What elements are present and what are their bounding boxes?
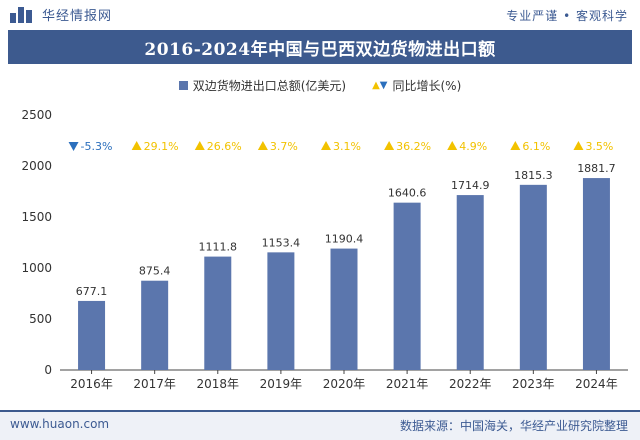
legend-swatch-bar-icon xyxy=(178,81,188,90)
bar xyxy=(78,300,106,370)
bar-chart: 0 500 1000 1500 2000 2500 677.1 2016年 -5.3% 875.4… xyxy=(21,108,628,391)
x-tick-label: 2022年 xyxy=(449,377,492,391)
logo-bars-icon xyxy=(10,6,36,23)
growth-up-arrow-icon xyxy=(384,141,395,150)
slogan: 专业严谨 • 客观科学 xyxy=(506,9,628,23)
growth-label: 26.6% xyxy=(207,140,242,153)
x-tick-label: 2017年 xyxy=(133,377,176,391)
growth-up-arrow-icon xyxy=(131,141,142,150)
legend-item-total: 双边货物进出口总额(亿美元) xyxy=(178,77,347,94)
footer-divider xyxy=(0,410,640,412)
bar-value-label: 1153.4 xyxy=(262,236,301,249)
bar-value-label: 1111.8 xyxy=(199,241,238,254)
legend-item-growth: ▲▼ 同比增长(%) xyxy=(372,77,461,94)
bar xyxy=(519,184,547,370)
chart-legend: 双边货物进出口总额(亿美元) ▲▼ 同比增长(%) xyxy=(0,77,640,94)
growth-up-arrow-icon xyxy=(321,141,331,150)
x-tick-label: 2023年 xyxy=(512,377,555,391)
y-tick-label: 2000 xyxy=(21,159,52,173)
growth-label: 3.1% xyxy=(333,140,361,153)
bar-value-label: 875.4 xyxy=(139,265,171,278)
x-tick-label: 2019年 xyxy=(260,377,303,391)
bar xyxy=(393,202,421,370)
logo-text: 华经情报网 xyxy=(42,9,113,24)
bar-value-label: 677.1 xyxy=(76,285,108,298)
growth-label: 36.2% xyxy=(396,140,431,153)
data-source: 数据来源：中国海关，华经产业研究院整理 xyxy=(399,419,628,433)
top-bar: 华经情报网 专业严谨 • 客观科学 xyxy=(0,0,640,28)
x-tick-label: 2016年 xyxy=(70,377,113,391)
growth-up-arrow-icon xyxy=(194,141,205,150)
bar-value-label: 1881.7 xyxy=(577,162,616,175)
legend-label-total: 双边货物进出口总额(亿美元) xyxy=(192,79,347,93)
bar-value-label: 1640.6 xyxy=(388,187,427,200)
legend-label-growth: 同比增长(%) xyxy=(392,79,462,93)
x-tick-label: 2021年 xyxy=(386,377,429,391)
bar-value-label: 1815.3 xyxy=(514,169,553,182)
growth-label: 3.5% xyxy=(585,140,613,153)
legend-up-down-arrow-icon: ▲▼ xyxy=(372,80,388,91)
growth-up-arrow-icon xyxy=(573,141,584,150)
bar xyxy=(330,248,358,370)
y-tick-label: 500 xyxy=(29,312,52,326)
bar xyxy=(582,178,610,370)
bar xyxy=(456,195,484,370)
x-tick-label: 2020年 xyxy=(323,377,366,391)
growth-label: 29.1% xyxy=(144,140,179,153)
bar-value-label: 1190.4 xyxy=(325,233,364,246)
growth-label: -5.3% xyxy=(81,140,113,153)
growth-label: 3.7% xyxy=(270,140,298,153)
y-tick-label: 1000 xyxy=(21,261,52,275)
growth-up-arrow-icon xyxy=(447,141,458,150)
bar xyxy=(267,252,295,370)
bar xyxy=(141,280,169,370)
growth-up-arrow-icon xyxy=(257,141,268,150)
title-bar: 2016-2024年中国与巴西双边货物进出口额 xyxy=(8,30,632,64)
y-tick-label: 2500 xyxy=(21,108,52,122)
growth-up-arrow-icon xyxy=(510,141,521,150)
bar xyxy=(204,256,232,370)
footer: www.huaon.com 数据来源：中国海关，华经产业研究院整理 xyxy=(0,410,640,440)
bar-value-label: 1714.9 xyxy=(451,179,490,192)
growth-label: 6.1% xyxy=(522,140,550,153)
growth-label: 4.9% xyxy=(459,140,487,153)
y-tick-label: 0 xyxy=(44,363,52,377)
x-tick-label: 2018年 xyxy=(197,377,240,391)
y-tick-label: 1500 xyxy=(21,210,52,224)
x-tick-label: 2024年 xyxy=(575,377,618,391)
website-link[interactable]: www.huaon.com xyxy=(10,417,110,431)
growth-down-arrow-icon xyxy=(68,142,79,151)
chart-title: 2016-2024年中国与巴西双边货物进出口额 xyxy=(144,39,496,60)
logo: 华经情报网 xyxy=(10,5,112,24)
